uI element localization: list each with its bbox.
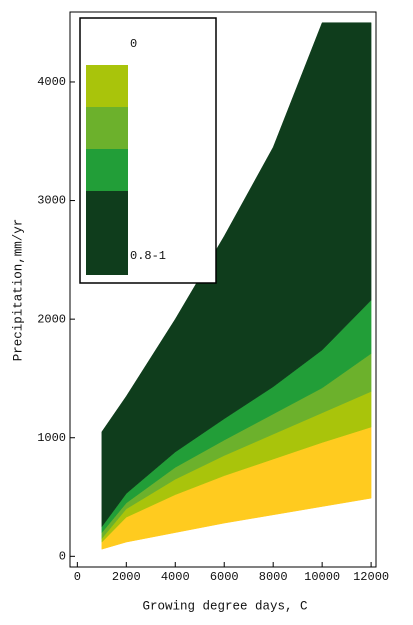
x-tick-label: 8000 bbox=[259, 570, 288, 584]
legend-swatch bbox=[86, 191, 128, 275]
legend-swatch bbox=[86, 107, 128, 149]
x-tick-label: 6000 bbox=[210, 570, 239, 584]
y-tick-label: 4000 bbox=[37, 75, 66, 89]
legend-label: 0 bbox=[130, 37, 137, 51]
x-tick-label: 4000 bbox=[161, 570, 190, 584]
band bbox=[101, 22, 372, 528]
legend-swatch bbox=[86, 65, 128, 107]
y-axis-label: Precipitation,mm/yr bbox=[11, 219, 25, 362]
x-tick-label: 12000 bbox=[353, 570, 389, 584]
y-tick-label: 2000 bbox=[37, 312, 66, 326]
y-tick-label: 3000 bbox=[37, 194, 66, 208]
legend-label: 0.8-1 bbox=[130, 249, 166, 263]
x-tick-label: 0 bbox=[74, 570, 81, 584]
y-tick-label: 1000 bbox=[37, 431, 66, 445]
x-tick-label: 10000 bbox=[304, 570, 340, 584]
plot-frame bbox=[69, 11, 377, 568]
x-tick-label: 2000 bbox=[112, 570, 141, 584]
legend-swatch bbox=[86, 149, 128, 191]
y-tick-label: 0 bbox=[59, 549, 66, 563]
x-axis-label: Growing degree days, C bbox=[142, 599, 307, 613]
